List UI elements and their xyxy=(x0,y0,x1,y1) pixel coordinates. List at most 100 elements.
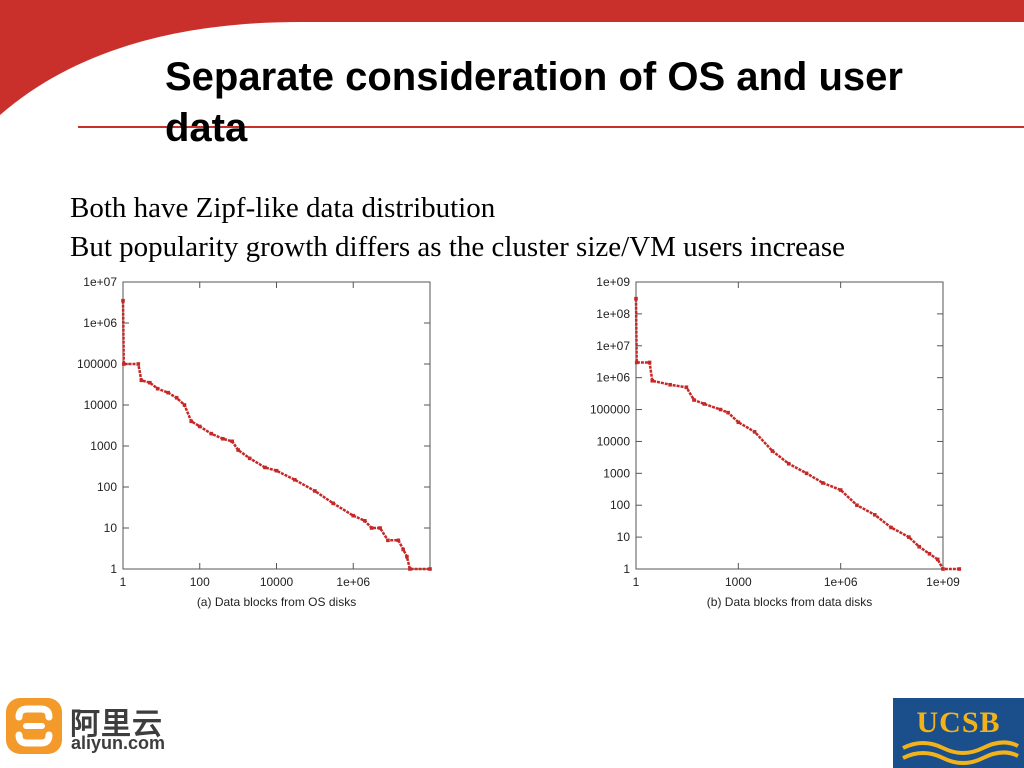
x-tick-label: 1e+06 xyxy=(824,575,858,589)
data-point xyxy=(401,547,405,552)
data-point xyxy=(209,431,214,436)
y-tick-label: 1000 xyxy=(90,439,117,453)
ucsb-wordmark: UCSB xyxy=(916,706,1001,739)
data-point xyxy=(174,395,179,400)
chart-os-disks: 1 10 100 1000 10000 100000 1e+06 1e+07 1 100 10000… xyxy=(77,275,432,609)
slide-title: Separate consideration of OS and user da… xyxy=(165,55,903,150)
data-point xyxy=(927,551,932,556)
data-point xyxy=(182,403,187,407)
y-tick-label: 1e+06 xyxy=(596,371,630,385)
data-point xyxy=(907,535,911,539)
banner-red-swoosh xyxy=(0,0,1024,115)
aliyun-logo: 阿里云 aliyun.com xyxy=(5,697,195,757)
x-axis-label: (a) Data blocks from OS disks xyxy=(197,595,356,609)
data-point xyxy=(872,513,877,517)
y-tick-label: 100 xyxy=(610,498,630,512)
data-point xyxy=(408,567,412,571)
data-point xyxy=(363,518,367,523)
data-point xyxy=(263,465,267,470)
data-point xyxy=(428,567,432,571)
y-tick-label: 1000 xyxy=(603,466,630,480)
data-point xyxy=(935,557,940,562)
y-tick-label: 10 xyxy=(104,521,118,535)
y-tick-label: 1 xyxy=(623,562,630,576)
y-tick-label: 1e+09 xyxy=(596,275,630,289)
x-tick-label: 1 xyxy=(633,575,640,589)
data-point xyxy=(293,477,297,482)
data-point xyxy=(221,436,225,441)
series-line xyxy=(121,300,430,571)
data-point xyxy=(139,378,144,383)
data-point xyxy=(378,526,382,530)
data-point xyxy=(166,390,170,395)
data-point xyxy=(247,456,252,461)
bullet-item: But popularity growth differs as the clu… xyxy=(70,231,846,263)
x-axis-label: (b) Data blocks from data disks xyxy=(707,595,872,609)
aliyun-domain-wordmark: aliyun.com xyxy=(71,733,166,753)
y-tick-label: 100 xyxy=(97,480,117,494)
y-tick-label: 100000 xyxy=(590,403,630,417)
data-point xyxy=(121,298,125,303)
data-point xyxy=(189,419,194,424)
data-point xyxy=(786,461,791,466)
y-tick-label: 1e+06 xyxy=(83,316,117,330)
data-point xyxy=(838,488,843,492)
y-tick-label: 1 xyxy=(110,562,117,576)
series-line xyxy=(634,298,960,571)
y-tick-label: 1e+08 xyxy=(596,307,630,321)
data-point xyxy=(148,380,152,385)
data-point xyxy=(770,449,775,453)
x-tick-label: 100 xyxy=(190,575,210,589)
data-point xyxy=(752,430,757,434)
data-point xyxy=(855,503,859,508)
data-point xyxy=(821,481,825,485)
data-point xyxy=(668,382,672,387)
y-tick-label: 100000 xyxy=(77,357,117,371)
y-tick-label: 10000 xyxy=(597,434,631,448)
aliyun-cloud-icon xyxy=(6,698,62,754)
ucsb-waves-icon xyxy=(902,740,1019,765)
data-point xyxy=(236,448,240,452)
data-point xyxy=(941,567,945,571)
y-tick-label: 1e+07 xyxy=(596,339,630,353)
data-point xyxy=(684,385,689,390)
data-point xyxy=(718,407,723,412)
data-point xyxy=(155,386,160,391)
data-point xyxy=(230,439,234,444)
data-point xyxy=(396,538,401,543)
data-point xyxy=(917,544,921,549)
data-point xyxy=(405,554,409,559)
data-point xyxy=(634,360,639,365)
y-tick-label: 10000 xyxy=(84,398,118,412)
data-point xyxy=(692,398,696,402)
data-point xyxy=(351,513,356,518)
data-point xyxy=(122,362,126,366)
data-point xyxy=(274,468,279,473)
data-point xyxy=(313,489,317,493)
data-point xyxy=(647,360,652,365)
x-tick-label: 1e+06 xyxy=(336,575,370,589)
data-point xyxy=(197,424,202,429)
x-tick-label: 10000 xyxy=(260,575,294,589)
bullet-list: Both have Zipf-like data distribution Bu… xyxy=(70,189,845,267)
data-point xyxy=(804,471,809,476)
y-tick-label: 10 xyxy=(617,530,631,544)
data-point xyxy=(386,538,390,543)
plot-frame xyxy=(122,281,431,570)
title-banner xyxy=(0,0,1024,128)
x-tick-label: 1e+09 xyxy=(926,575,960,589)
aliyun-chinese-wordmark: 阿里云 xyxy=(70,707,163,742)
x-tick-label: 1000 xyxy=(725,575,752,589)
data-point xyxy=(634,296,638,301)
plot-frame xyxy=(635,281,944,570)
data-point xyxy=(889,525,893,530)
bullet-item: Both have Zipf-like data distribution xyxy=(70,192,496,224)
x-tick-label: 1 xyxy=(120,575,127,589)
data-point xyxy=(957,567,962,571)
chart-data-disks: 1 10 100 1000 10000 100000 1e+06 1e+07 1e+08 1e+0… xyxy=(590,275,962,609)
data-point xyxy=(369,526,374,530)
data-point xyxy=(331,501,335,506)
data-point xyxy=(650,378,655,383)
y-tick-label: 1e+07 xyxy=(83,275,117,289)
data-point xyxy=(726,410,730,415)
